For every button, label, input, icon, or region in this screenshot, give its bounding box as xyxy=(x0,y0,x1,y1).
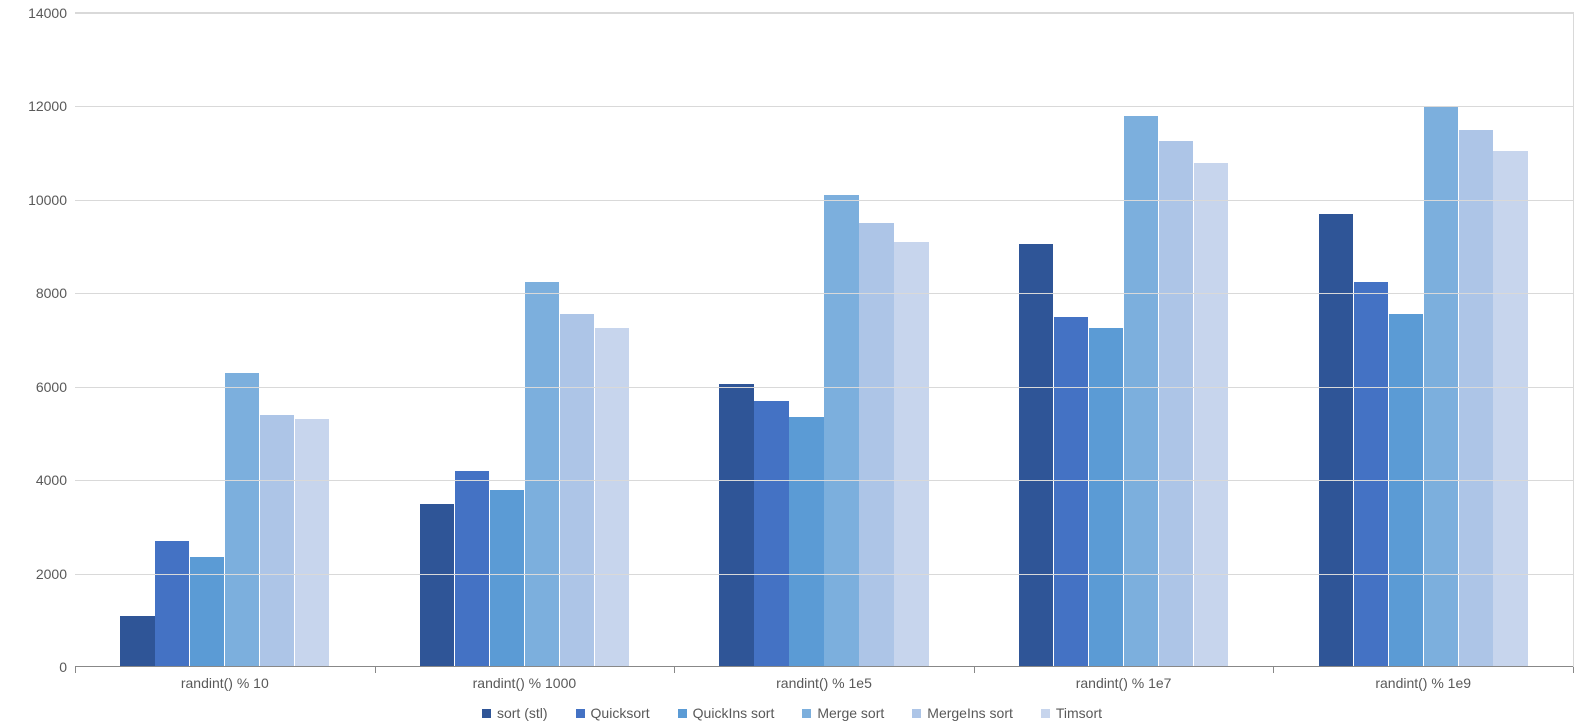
bar xyxy=(789,417,823,667)
legend-item: Quicksort xyxy=(576,705,650,721)
gridline xyxy=(75,387,1573,388)
bar xyxy=(754,401,788,667)
bar xyxy=(120,616,154,667)
bar xyxy=(1054,317,1088,667)
y-tick-label: 6000 xyxy=(36,379,67,395)
legend-swatch xyxy=(482,709,491,718)
bar xyxy=(1389,314,1423,667)
legend-label: Quicksort xyxy=(591,705,650,721)
legend-label: sort (stl) xyxy=(497,705,548,721)
legend-swatch xyxy=(678,709,687,718)
bar xyxy=(1459,130,1493,667)
gridline xyxy=(75,13,1573,14)
x-tick xyxy=(674,667,675,673)
x-tick xyxy=(75,667,76,673)
y-tick-label: 0 xyxy=(59,659,67,675)
gridline xyxy=(75,574,1573,575)
bar xyxy=(1159,141,1193,667)
y-tick-label: 8000 xyxy=(36,285,67,301)
bar xyxy=(525,282,559,667)
y-tick-label: 14000 xyxy=(28,5,67,21)
legend-item: QuickIns sort xyxy=(678,705,775,721)
x-tick xyxy=(1273,667,1274,673)
bar xyxy=(824,195,858,667)
gridline xyxy=(75,293,1573,294)
y-tick-label: 10000 xyxy=(28,192,67,208)
legend-label: Merge sort xyxy=(817,705,884,721)
bar xyxy=(859,223,893,667)
bar xyxy=(1019,244,1053,667)
x-category-label: randint() % 1e7 xyxy=(1076,675,1172,691)
bar xyxy=(490,490,524,668)
x-category-label: randint() % 1e5 xyxy=(776,675,872,691)
gridline xyxy=(75,480,1573,481)
legend-item: Merge sort xyxy=(802,705,884,721)
y-tick-label: 4000 xyxy=(36,472,67,488)
bar-chart: 0 2000 4000 6000 8000 10000 12000 14000 randint(… xyxy=(0,0,1584,727)
x-category-label: randint() % 1e9 xyxy=(1375,675,1471,691)
x-tick xyxy=(375,667,376,673)
legend-item: sort (stl) xyxy=(482,705,548,721)
bar xyxy=(719,384,753,667)
legend-swatch xyxy=(1041,709,1050,718)
bar xyxy=(155,541,189,667)
bar xyxy=(1124,116,1158,667)
bar xyxy=(560,314,594,667)
legend-swatch xyxy=(802,709,811,718)
bar xyxy=(455,471,489,667)
legend-item: Timsort xyxy=(1041,705,1102,721)
plot-area: 02000400060008000100001200014000randint(… xyxy=(75,12,1574,667)
legend-label: MergeIns sort xyxy=(927,705,1013,721)
legend-label: QuickIns sort xyxy=(693,705,775,721)
bar xyxy=(420,504,454,668)
legend-swatch xyxy=(912,709,921,718)
x-axis xyxy=(75,666,1573,667)
bar xyxy=(1194,163,1228,668)
legend-label: Timsort xyxy=(1056,705,1102,721)
bar xyxy=(1319,214,1353,667)
gridline xyxy=(75,200,1573,201)
x-category-label: randint() % 10 xyxy=(181,675,269,691)
bar xyxy=(1354,282,1388,667)
bar xyxy=(260,415,294,667)
legend-item: MergeIns sort xyxy=(912,705,1013,721)
bars-layer xyxy=(75,13,1573,667)
bar xyxy=(1493,151,1527,667)
x-tick xyxy=(974,667,975,673)
bar xyxy=(894,242,928,667)
gridline xyxy=(75,106,1573,107)
x-category-label: randint() % 1000 xyxy=(473,675,577,691)
bar xyxy=(225,373,259,667)
legend-swatch xyxy=(576,709,585,718)
bar xyxy=(295,419,329,667)
bar xyxy=(595,328,629,667)
legend: sort (stl) Quicksort QuickIns sort Merge so… xyxy=(0,705,1584,721)
y-tick-label: 12000 xyxy=(28,98,67,114)
bar xyxy=(1089,328,1123,667)
y-tick-label: 2000 xyxy=(36,566,67,582)
x-tick xyxy=(1573,667,1574,673)
